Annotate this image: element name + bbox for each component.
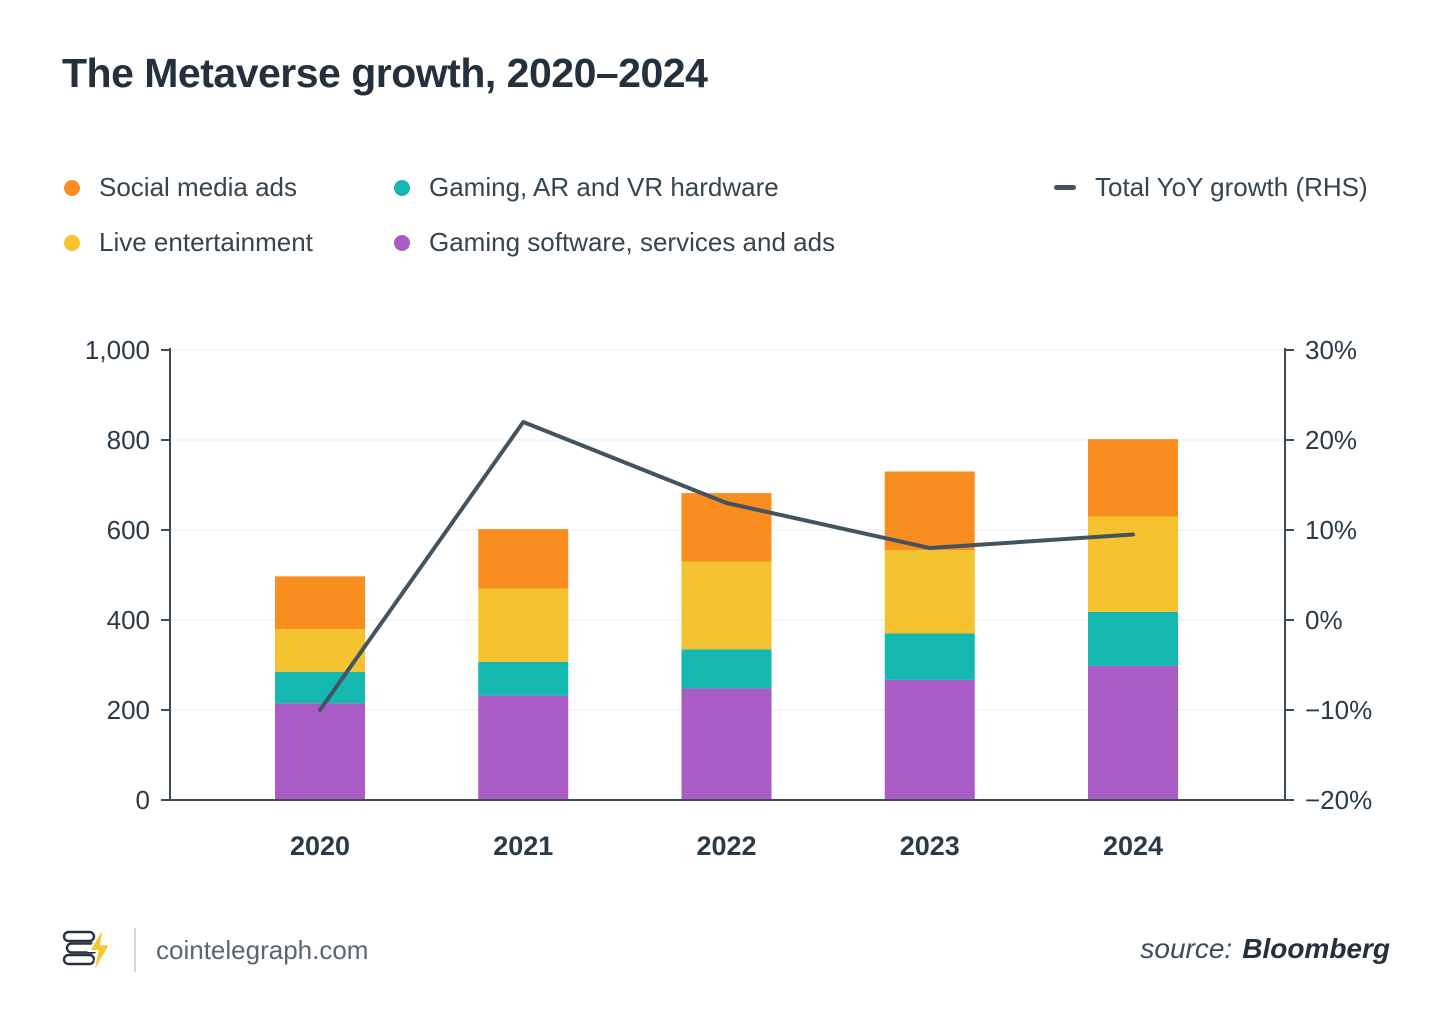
bar-segment (884, 471, 975, 551)
legend-item-social-media-ads: Social media ads (64, 172, 394, 203)
right-axis-label: 30% (1305, 335, 1357, 365)
left-axis-label: 800 (107, 425, 150, 455)
legend-item-total-yoy-growth: Total YoY growth (RHS) (1054, 172, 1392, 203)
bar-segment (681, 688, 772, 800)
legend-label: Live entertainment (99, 227, 313, 257)
right-axis-label: 0% (1305, 605, 1343, 635)
category-label: 2022 (696, 831, 756, 861)
legend-item-gaming-ar-vr-hardware: Gaming, AR and VR hardware (394, 172, 1054, 203)
category-label: 2021 (493, 831, 553, 861)
bar-segment (884, 633, 975, 680)
right-axis-label: 20% (1305, 425, 1357, 455)
legend-item-live-entertainment: Live entertainment (64, 227, 394, 258)
bar-segment (681, 649, 772, 689)
left-axis-label: 200 (107, 695, 150, 725)
bar-segment (1088, 439, 1178, 517)
chart-legend: Social media ads Gaming, AR and VR hardw… (64, 172, 1392, 258)
bar-segment (478, 695, 569, 800)
left-axis-label: 0 (136, 785, 150, 815)
bar-segment (275, 671, 365, 704)
stacked-bar-line-chart: 0 200 400 600 800 1,000 −20% −10% 0% 10% 20% 30% 202… (85, 335, 1372, 861)
left-axis-label: 600 (107, 515, 150, 545)
right-axis-label: −20% (1305, 785, 1372, 815)
bar-segment (884, 679, 975, 800)
source-attribution: source: Bloomberg (1140, 933, 1390, 965)
left-axis-label: 400 (107, 605, 150, 635)
bar-segment (1088, 516, 1178, 612)
bar-segment (681, 561, 772, 650)
bar-segment (478, 588, 569, 662)
footer: cointelegraph.com (60, 925, 368, 975)
legend-label: Gaming, AR and VR hardware (429, 172, 779, 202)
legend-dot-icon (64, 234, 80, 251)
source-label: source: (1140, 933, 1233, 964)
brand-text: cointelegraph.com (156, 934, 369, 965)
yoy-growth-line (318, 420, 1135, 712)
cointelegraph-logo-icon (62, 925, 112, 975)
legend-dot-icon (64, 179, 80, 196)
legend-dot-icon (394, 234, 410, 251)
bar-segment (884, 550, 975, 634)
left-axis-label: 1,000 (85, 335, 150, 365)
legend-label: Total YoY growth (RHS) (1095, 172, 1368, 202)
legend-dot-icon (394, 179, 410, 196)
bar-segment (478, 661, 569, 696)
category-label: 2020 (290, 831, 350, 861)
bar-segment (478, 529, 569, 589)
source-value: Bloomberg (1242, 933, 1390, 964)
bar-segment (1088, 611, 1178, 666)
footer-divider (134, 928, 136, 972)
page-title: The Metaverse growth, 2020–2024 (62, 50, 708, 96)
bar-segment (1088, 665, 1178, 800)
category-label: 2023 (900, 831, 960, 861)
bar-segment (275, 576, 365, 629)
bar-segment (275, 703, 365, 800)
legend-label: Gaming software, services and ads (429, 227, 836, 257)
category-label: 2024 (1103, 831, 1163, 861)
legend-item-gaming-software-services-ads: Gaming software, services and ads (394, 227, 1054, 258)
right-axis-label: 10% (1305, 515, 1357, 545)
legend-dash-icon (1054, 185, 1076, 190)
right-axis-label: −10% (1305, 695, 1372, 725)
legend-label: Social media ads (99, 172, 297, 202)
